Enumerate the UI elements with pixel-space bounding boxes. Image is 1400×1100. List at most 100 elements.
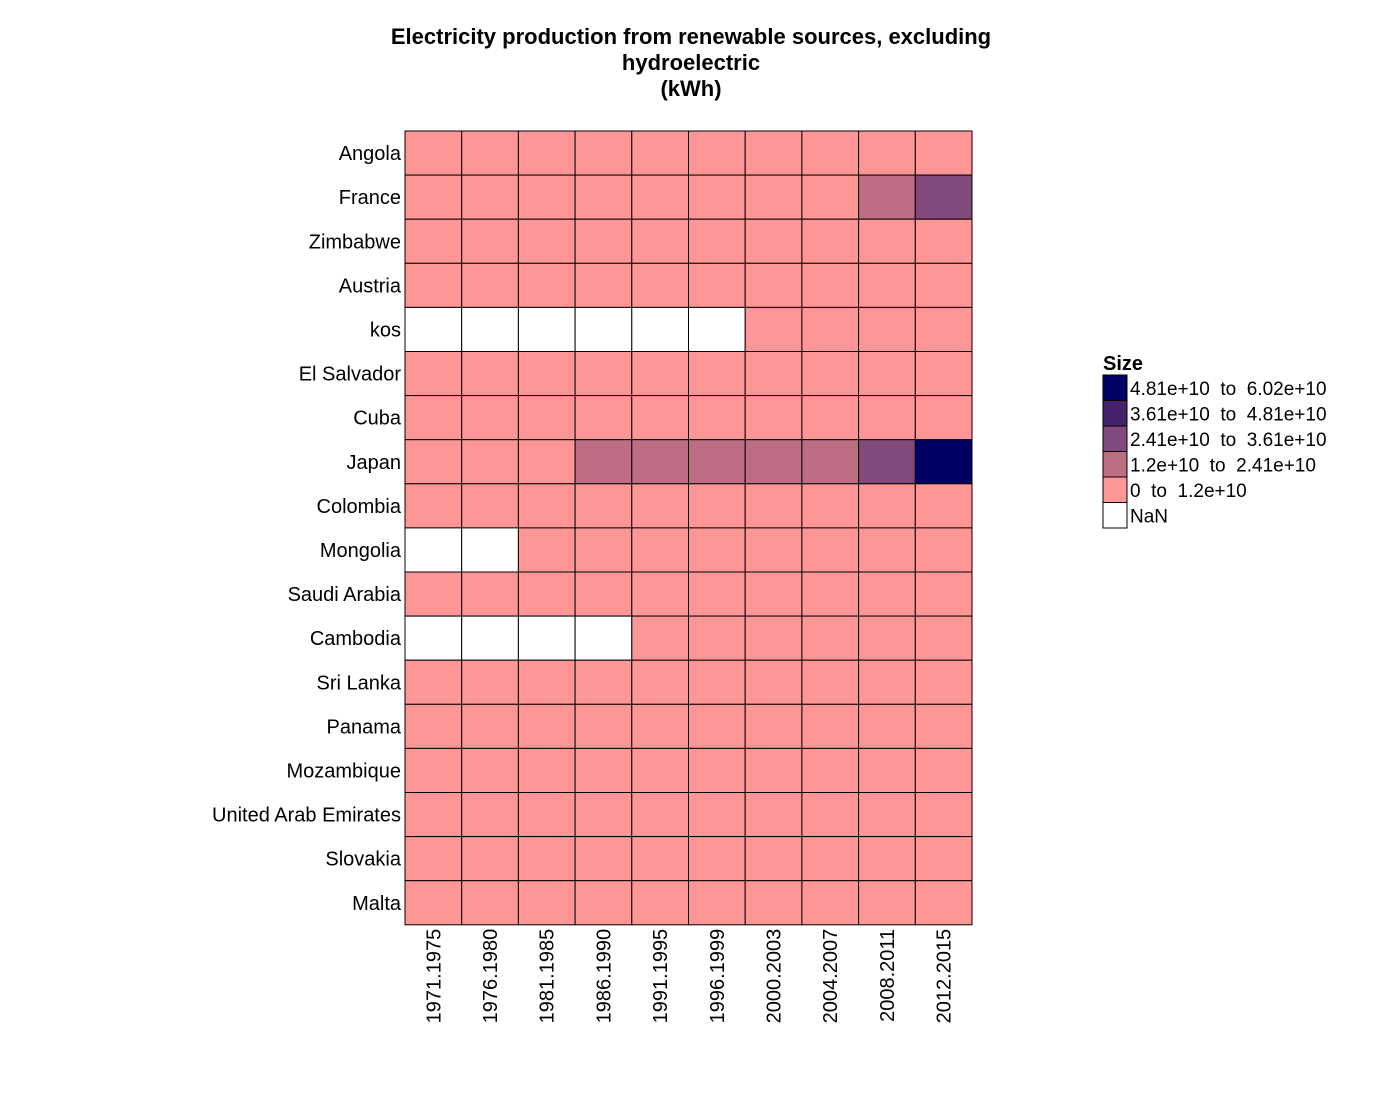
heatmap-cell-3-7 — [801, 262, 860, 308]
heatmap-cell-16-3 — [574, 836, 633, 882]
row-label: Panama — [327, 716, 402, 738]
row-label: Malta — [352, 893, 402, 915]
heatmap-cell-13-4 — [631, 703, 689, 749]
heatmap-cell-8-3 — [574, 483, 633, 529]
chart-title-line-3: (kWh) — [660, 76, 721, 101]
heatmap-cell-6-3 — [574, 395, 633, 441]
legend-label: 1.2e+10 to 2.41e+10 — [1130, 455, 1316, 476]
heatmap-cell-6-0 — [404, 395, 463, 441]
heatmap-cell-3-0 — [404, 262, 463, 308]
heatmap-cell-17-9 — [914, 880, 973, 926]
column-label: 1981.1985 — [537, 929, 559, 1024]
row-label: Cuba — [353, 408, 402, 430]
chart-title-line-2: hydroelectric — [622, 50, 760, 75]
row-label: Zimbabwe — [309, 231, 401, 253]
heatmap-cell-10-0 — [404, 571, 463, 617]
column-label: 2000.2003 — [764, 929, 786, 1024]
row-label: Cambodia — [310, 628, 402, 650]
legend-label: 0 to 1.2e+10 — [1130, 481, 1247, 502]
heatmap-cell-7-9 — [914, 439, 973, 485]
heatmap-cell-11-1 — [461, 615, 519, 661]
heatmap-cell-10-2 — [517, 571, 576, 617]
heatmap-cell-2-3 — [574, 218, 633, 264]
heatmap-cell-8-2 — [517, 483, 576, 529]
heatmap-cell-15-8 — [858, 792, 916, 838]
heatmap-cell-1-0 — [404, 174, 463, 220]
heatmap-cell-4-2 — [517, 306, 576, 352]
heatmap-cell-0-4 — [631, 130, 689, 176]
heatmap-cell-4-4 — [631, 306, 689, 352]
column-label: 2008.2011 — [877, 929, 899, 1022]
heatmap-cell-16-8 — [858, 836, 916, 882]
column-label: 1971.1975 — [423, 929, 445, 1024]
heatmap-cell-0-0 — [404, 130, 463, 176]
legend: Size 4.81e+10 to 6.02e+10 3.61e+10 to 4.81… — [1102, 353, 1327, 529]
chart-title-line-1: Electricity production from renewable so… — [391, 24, 991, 49]
heatmap-cell-9-9 — [914, 527, 973, 573]
heatmap-cell-8-4 — [631, 483, 689, 529]
heatmap-cell-5-8 — [858, 351, 916, 397]
heatmap-cell-6-4 — [631, 395, 689, 441]
legend-swatch — [1102, 400, 1128, 427]
heatmap-cell-0-6 — [744, 130, 803, 176]
legend-swatch — [1102, 476, 1128, 503]
heatmap-cell-13-1 — [461, 703, 519, 749]
column-label: 1986.1990 — [593, 929, 615, 1024]
heatmap-cell-7-7 — [801, 439, 860, 485]
legend-label: 2.41e+10 to 3.61e+10 — [1130, 430, 1327, 451]
legend-swatch — [1102, 451, 1128, 478]
heatmap-cell-15-9 — [914, 792, 973, 838]
heatmap-cell-13-9 — [914, 703, 973, 749]
heatmap-cell-10-6 — [744, 571, 803, 617]
heatmap-cell-9-6 — [744, 527, 803, 573]
heatmap-cell-14-9 — [914, 747, 973, 794]
heatmap-cell-3-3 — [574, 262, 633, 308]
heatmap-cell-5-2 — [517, 351, 576, 397]
heatmap-cell-17-7 — [801, 880, 860, 926]
heatmap-cell-15-1 — [461, 792, 519, 838]
heatmap-cell-6-1 — [461, 395, 519, 441]
column-label: 2012.2015 — [934, 929, 956, 1024]
chart-title: Electricity production from renewable so… — [391, 24, 991, 101]
heatmap-cell-15-4 — [631, 792, 689, 838]
legend-swatch — [1102, 425, 1128, 452]
heatmap-cell-17-6 — [744, 880, 803, 926]
heatmap-cell-14-0 — [404, 747, 463, 794]
heatmap-cell-6-6 — [744, 395, 803, 441]
heatmap-cell-2-1 — [461, 218, 519, 264]
heatmap-cell-17-0 — [404, 880, 463, 926]
heatmap-cell-11-7 — [801, 615, 860, 661]
heatmap-cell-8-8 — [858, 483, 916, 529]
heatmap-cell-5-6 — [744, 351, 803, 397]
heatmap-cell-12-1 — [461, 659, 519, 705]
heatmap-cell-13-7 — [801, 703, 860, 749]
heatmap-cell-12-5 — [688, 659, 746, 705]
heatmap-cell-15-5 — [688, 792, 746, 838]
row-label: El Salvador — [299, 364, 402, 386]
row-label: United Arab Emirates — [212, 805, 401, 827]
heatmap-cell-16-2 — [517, 836, 576, 882]
heatmap-cell-1-6 — [744, 174, 803, 220]
heatmap-cell-8-0 — [404, 483, 463, 529]
heatmap-cell-8-9 — [914, 483, 973, 529]
heatmap-cell-4-0 — [404, 306, 463, 352]
heatmap-cell-4-6 — [744, 306, 803, 352]
heatmap-cell-5-3 — [574, 351, 633, 397]
heatmap-cell-1-8 — [858, 174, 916, 220]
row-label: Slovakia — [325, 849, 401, 871]
column-label: 1996.1999 — [707, 929, 729, 1024]
heatmap-cell-11-6 — [744, 615, 803, 661]
heatmap-cell-7-5 — [688, 439, 746, 485]
heatmap-cell-11-8 — [858, 615, 916, 661]
heatmap-cell-14-2 — [517, 747, 576, 794]
heatmap-cell-14-5 — [688, 747, 746, 794]
heatmap-cell-2-2 — [517, 218, 576, 264]
heatmap-cell-2-0 — [404, 218, 463, 264]
heatmap-cell-15-2 — [517, 792, 576, 838]
heatmap-cell-7-8 — [858, 439, 916, 485]
heatmap-cell-1-4 — [631, 174, 689, 220]
heatmap-cell-12-4 — [631, 659, 689, 705]
heatmap-cell-6-2 — [517, 395, 576, 441]
heatmap-cell-1-2 — [517, 174, 576, 220]
heatmap-cell-0-7 — [801, 130, 860, 176]
